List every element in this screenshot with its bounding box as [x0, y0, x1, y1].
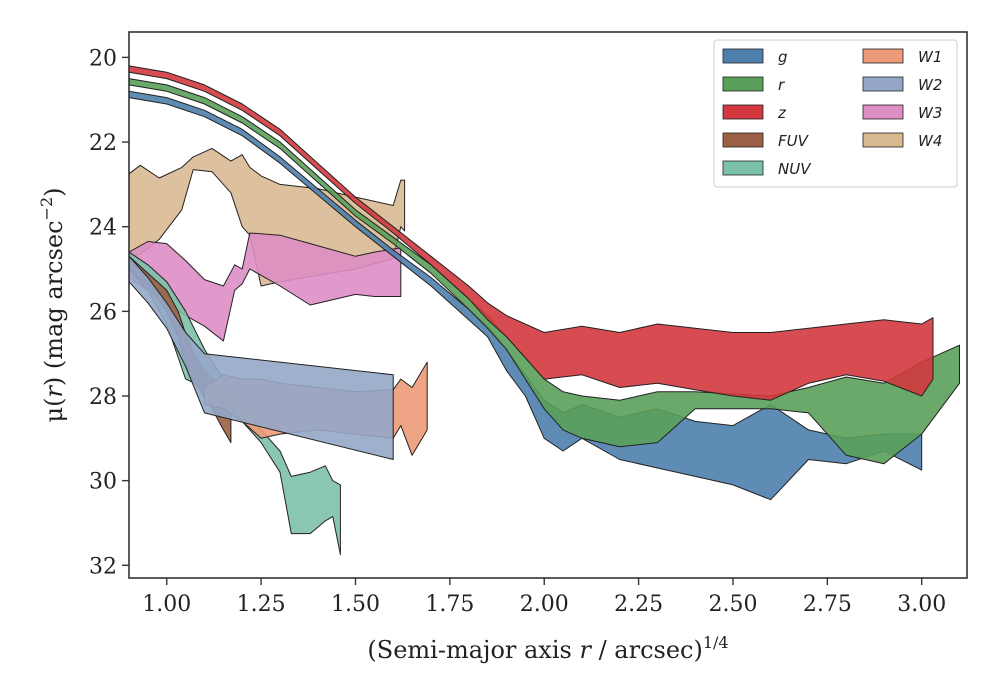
x-tick-label: 2.00 — [520, 592, 569, 617]
x-tick-label: 1.00 — [142, 592, 191, 617]
band-area-w3 — [128, 232, 402, 342]
legend-swatch-r — [722, 76, 764, 92]
x-axis-ticks: 1.00 1.25 1.50 1.75 2.00 2.25 2.50 2.75 3.00 — [142, 578, 946, 617]
legend-label-z: z — [777, 104, 787, 122]
legend-label-w1: W1 — [918, 48, 942, 66]
y-tick-label: 26 — [89, 300, 117, 325]
band-areas — [128, 65, 960, 556]
x-tick-label: 1.25 — [237, 592, 286, 617]
x-tick-label: 2.50 — [708, 592, 757, 617]
x-tick-label: 2.25 — [614, 592, 663, 617]
y-tick-label: 28 — [89, 385, 117, 410]
x-tick-label: 1.50 — [331, 592, 380, 617]
legend-label-w4: W4 — [918, 132, 942, 150]
legend: grz FUV NUV W1 W2 W3 W4 — [713, 39, 958, 188]
x-tick-label: 2.75 — [803, 592, 852, 617]
x-axis-label: (Semi-major axis r / arcsec)1/4 — [367, 633, 728, 664]
legend-swatch-fuv — [722, 132, 764, 148]
y-tick-label: 22 — [89, 131, 117, 156]
y-tick-label: 32 — [89, 554, 117, 579]
legend-swatch-w1 — [862, 48, 904, 64]
legend-label-w3: W3 — [918, 104, 942, 122]
legend-swatch-w3 — [862, 104, 904, 120]
legend-label-g: g — [778, 48, 788, 66]
x-tick-label: 1.75 — [425, 592, 474, 617]
x-tick-label: 3.00 — [897, 592, 946, 617]
band-area-w2 — [128, 255, 394, 460]
y-axis-ticks: 20 22 24 26 28 30 32 — [89, 46, 129, 579]
band-area-z — [128, 65, 934, 401]
y-tick-label: 24 — [89, 216, 117, 241]
legend-swatch-z — [722, 104, 764, 120]
y-axis-label: μ(r) (mag arcsec−2) — [37, 187, 68, 422]
band-area-g — [128, 90, 923, 501]
legend-label-r: r — [778, 76, 785, 94]
legend-swatch-w2 — [862, 76, 904, 92]
plot-frame — [128, 31, 968, 579]
y-tick-label: 20 — [89, 46, 117, 71]
legend-swatch-w4 — [862, 132, 904, 148]
legend-label-nuv: NUV — [778, 160, 812, 178]
legend-swatch-g — [722, 48, 764, 64]
legend-label-fuv: FUV — [778, 132, 810, 150]
legend-swatch-nuv — [722, 160, 764, 176]
legend-label-w2: W2 — [918, 76, 942, 94]
y-tick-label: 30 — [89, 470, 117, 495]
